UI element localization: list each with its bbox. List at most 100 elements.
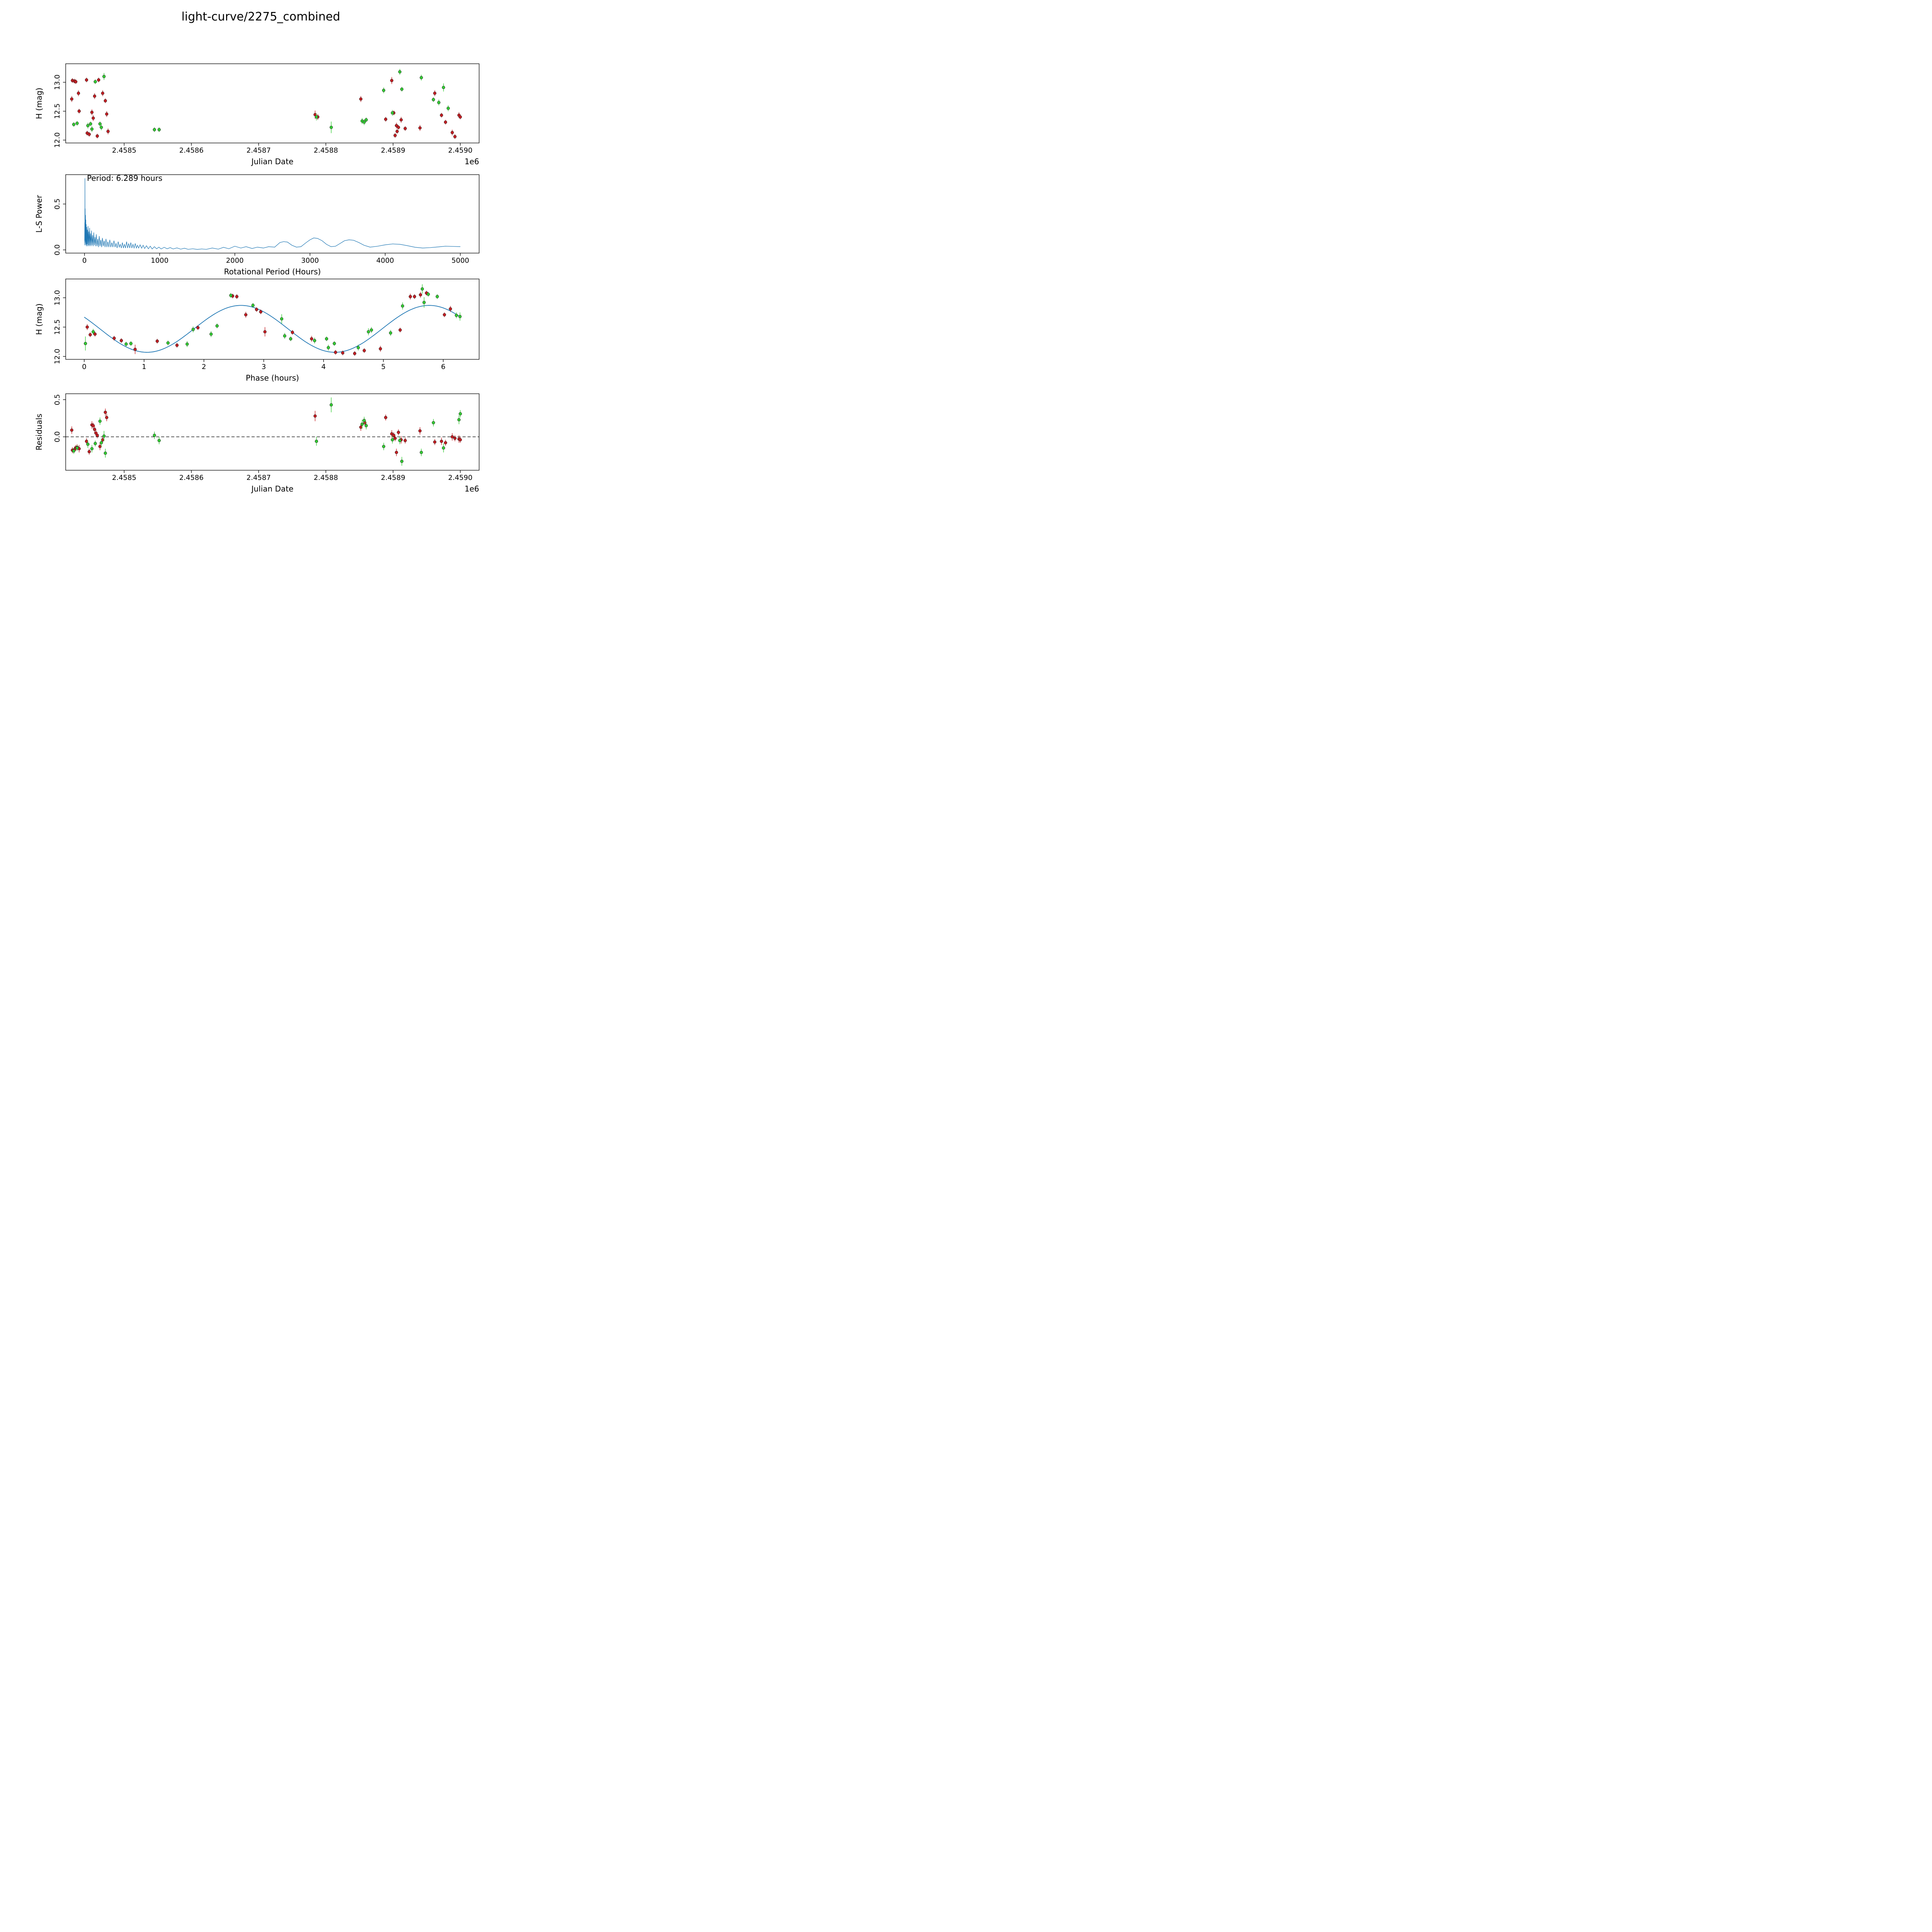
data-point [100,126,103,129]
data-point [364,424,368,427]
data-point [77,109,81,113]
data-point [75,446,79,450]
x-axis-label: Phase (hours) [246,373,299,383]
data-point [442,86,445,89]
x-tick-label: 2.4588 [314,474,338,482]
figure-title: light-curve/2275_combined [181,10,340,24]
x-tick-label: 2.4586 [179,146,204,155]
data-point [100,441,103,445]
data-point [157,128,161,131]
data-point [437,101,440,104]
data-point [102,75,106,78]
data-point [191,328,195,331]
axes-box [65,174,480,253]
light-curve-figure: light-curve/2275_combined 2.4585 2.4586 2.… [0,0,522,522]
data-point [87,450,91,454]
x-tick-label: 2.4587 [247,146,271,155]
x-tick-label: 2000 [226,257,244,265]
scatter-red-points [85,291,452,356]
data-point [98,445,102,448]
data-point [453,437,457,440]
data-point [95,134,99,138]
data-point [433,92,437,95]
data-point [390,79,393,82]
data-point [255,308,259,311]
data-point [444,120,447,124]
y-axis-label: H (mag) [34,88,44,119]
data-point [420,451,423,454]
data-point [86,442,90,446]
data-point [283,334,286,338]
y-axis-label: H (mag) [34,303,44,335]
data-point [112,337,116,340]
scatter-green-points [83,284,462,351]
data-point [90,127,94,131]
data-point [418,126,422,130]
x-tick-label: 5000 [451,257,469,265]
x-tick-label: 2 [202,363,206,371]
data-point [106,129,110,133]
axes-box [65,393,480,471]
data-point [395,124,398,128]
data-point [334,350,337,354]
data-point [389,331,392,335]
x-tick-label: 2.4589 [381,474,405,482]
scatter-green-points [72,397,462,466]
data-point [379,347,382,350]
data-point [446,107,450,110]
axes-box [65,279,480,360]
data-point [310,337,313,341]
data-point [382,445,386,448]
data-point [384,416,388,419]
scatter-red-points [70,408,462,456]
data-point [400,118,403,122]
axes-box [65,63,480,143]
x-tick-label: 1 [142,363,146,371]
data-point [105,112,109,116]
data-point [92,330,95,333]
data-point [88,333,92,337]
data-point [315,115,318,119]
data-point [72,122,76,126]
x-tick-label: 3 [262,363,266,371]
data-point [185,342,189,346]
data-point [70,429,73,432]
x-tick-label: 1000 [151,257,168,265]
panel-residuals: 2.4585 2.4586 2.4587 2.4588 2.4589 2.4590 0.0 0… [34,393,480,493]
data-point [280,317,284,321]
data-point [315,439,318,443]
x-tick-label: 6 [441,363,445,371]
data-point [400,459,404,463]
y-tick-label: 0.0 [53,244,61,255]
data-point [166,341,170,345]
data-point [153,434,156,437]
data-point [98,122,102,126]
data-point [101,438,104,442]
data-point [235,295,239,298]
data-point [433,440,437,444]
data-point [442,446,445,450]
x-offset-label: 1e6 [464,157,479,166]
data-point [129,342,133,345]
sinusoid-fit-curve [84,305,460,353]
data-point [229,294,233,297]
data-point [367,330,370,333]
data-point [400,87,404,91]
x-tick-label: 3000 [301,257,319,265]
data-point [401,304,404,308]
data-point [93,332,97,336]
data-point [432,98,435,101]
data-point [398,70,401,74]
data-point [85,325,89,329]
light-curve-charts: 2.4585 2.4586 2.4587 2.4588 2.4589 2.4590 12.0… [34,63,480,493]
panel-periodogram: 0 1000 2000 3000 4000 5000 0.0 0.5 Rotational Pe… [34,173,480,276]
data-point [443,313,446,316]
scatter-green-points [72,69,450,133]
data-point [397,126,400,129]
data-point [94,442,97,445]
data-point [153,128,156,131]
x-tick-label: 2.4590 [448,146,473,155]
data-point [359,425,362,429]
data-point [440,439,443,443]
data-point [330,126,333,129]
